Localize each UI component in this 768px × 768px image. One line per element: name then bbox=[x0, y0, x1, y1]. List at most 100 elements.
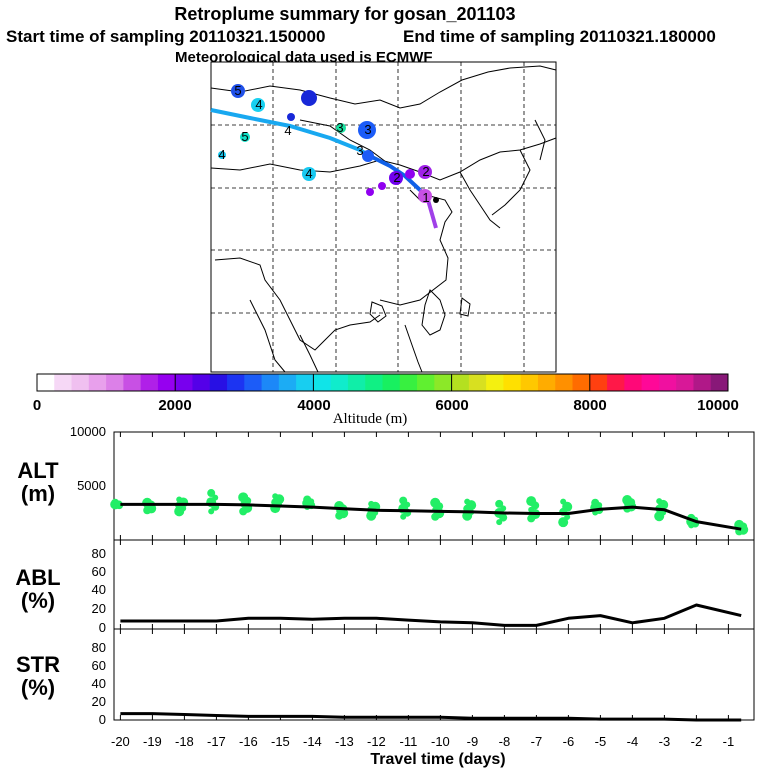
x-tick-label: -13 bbox=[335, 734, 354, 749]
alt-scatter-point bbox=[495, 499, 504, 508]
alt-scatter-point bbox=[238, 492, 249, 503]
x-tick-labels: -20 -19 -18 -17 -16 -15 -14 -13 -12 -11 -10 -9 -8 -7 -… bbox=[111, 734, 734, 749]
str-y-tick-label: 60 bbox=[92, 658, 106, 673]
trajectory-segment-mid bbox=[369, 154, 422, 192]
age-label: 1 bbox=[422, 190, 429, 205]
x-tick-label: -7 bbox=[531, 734, 543, 749]
str-line bbox=[120, 712, 742, 722]
plume-cluster-marker bbox=[362, 150, 374, 162]
trajectory-segment-early bbox=[210, 108, 372, 158]
map-panel: 5 4 5 4 4 4 3 3 3 2 2 1 bbox=[210, 61, 557, 373]
abl-panel-label: ABL bbox=[15, 565, 60, 590]
colorbar-swatch bbox=[71, 374, 90, 391]
x-tick-label: -18 bbox=[175, 734, 194, 749]
age-label: 5 bbox=[241, 129, 248, 144]
colorbar-title: Altitude (m) bbox=[333, 411, 408, 427]
colorbar-swatch bbox=[261, 374, 280, 391]
map-coastlines bbox=[210, 65, 557, 373]
map-trajectory bbox=[210, 84, 439, 229]
plume-cluster-marker bbox=[287, 113, 295, 121]
alt-scatter-point bbox=[591, 498, 600, 507]
colorbar-swatch bbox=[468, 374, 487, 391]
str-y-ticks: 80 60 40 20 0 bbox=[92, 640, 106, 727]
plume-cluster-marker bbox=[358, 121, 376, 139]
colorbar-swatch bbox=[676, 374, 694, 391]
colorbar-tick-label: 2000 bbox=[158, 397, 191, 414]
x-tick-label: -14 bbox=[303, 734, 322, 749]
alt-mean-line bbox=[120, 502, 742, 531]
alt-scatter-point bbox=[656, 498, 663, 505]
x-tick-label: -1 bbox=[723, 734, 735, 749]
alt-scatter-point bbox=[368, 500, 375, 507]
colorbar-swatch bbox=[330, 374, 349, 391]
str-y-tick-label: 80 bbox=[92, 640, 106, 655]
colorbar-tick-label: 8000 bbox=[573, 397, 606, 414]
colorbar-swatch bbox=[434, 374, 453, 391]
alt-y-tick-label: 5000 bbox=[77, 478, 106, 493]
str-y-tick-label: 40 bbox=[92, 676, 106, 691]
end-time-label: End time of sampling 20110321.180000 bbox=[403, 27, 716, 46]
plume-cluster-marker bbox=[389, 171, 403, 185]
alt-scatter-point bbox=[303, 495, 312, 504]
plume-cluster-marker bbox=[251, 98, 265, 112]
colorbar-swatch bbox=[451, 374, 470, 391]
x-tick-label: -3 bbox=[659, 734, 671, 749]
age-label: 2 bbox=[393, 170, 400, 185]
alt-scatter-point bbox=[464, 498, 471, 505]
colorbar-swatch bbox=[37, 374, 55, 391]
x-axis-title: Travel time (days) bbox=[370, 751, 505, 768]
colorbar-swatch bbox=[313, 374, 332, 391]
x-tick-label: -4 bbox=[627, 734, 639, 749]
alt-panel-label: ALT bbox=[17, 458, 59, 483]
x-tick-label: -16 bbox=[239, 734, 258, 749]
alt-y-ticks: 10000 5000 bbox=[70, 424, 106, 493]
colorbar-swatch bbox=[296, 374, 314, 391]
colorbar-swatch bbox=[278, 374, 297, 391]
x-tick-label: -11 bbox=[399, 734, 417, 749]
alt-panel-frame bbox=[113, 431, 755, 541]
age-label: 3 bbox=[364, 122, 371, 137]
age-label: 3 bbox=[356, 143, 363, 158]
colorbar-swatch bbox=[399, 374, 418, 391]
abl-y-tick-label: 60 bbox=[92, 564, 106, 579]
alt-scatter-point bbox=[430, 497, 441, 508]
colorbar-tick-label: 4000 bbox=[297, 397, 330, 414]
colorbar-swatch bbox=[227, 374, 245, 391]
abl-y-ticks: 80 60 40 20 0 bbox=[92, 546, 106, 635]
age-label: 4 bbox=[218, 147, 225, 162]
alt-scatter-point bbox=[111, 498, 120, 507]
colorbar-swatch bbox=[555, 374, 574, 391]
alt-scatter-point bbox=[526, 496, 537, 507]
abl-y-tick-label: 0 bbox=[99, 620, 106, 635]
plume-cluster-marker bbox=[378, 182, 386, 190]
colorbar-swatch bbox=[417, 374, 435, 391]
abl-y-tick-label: 20 bbox=[92, 601, 106, 616]
plume-cluster-marker bbox=[301, 90, 317, 106]
colorbar-swatch bbox=[175, 374, 193, 391]
colorbar-ticks: 0 2000 4000 6000 8000 10000 bbox=[33, 397, 739, 414]
age-label: 5 bbox=[234, 83, 241, 98]
plume-cluster-marker bbox=[418, 189, 432, 203]
x-tick-label: -20 bbox=[111, 734, 130, 749]
colorbar-swatch bbox=[520, 374, 539, 391]
str-panel-label: STR bbox=[16, 652, 60, 677]
series-lines bbox=[120, 502, 742, 722]
colorbar-tick-label: 6000 bbox=[435, 397, 468, 414]
x-tick-label: -15 bbox=[271, 734, 290, 749]
alt-scatter-point bbox=[562, 501, 573, 512]
colorbar-swatch bbox=[209, 374, 228, 391]
colorbar-tick-label: 0 bbox=[33, 397, 41, 414]
colorbar-swatch bbox=[140, 374, 159, 391]
colorbar-swatch bbox=[365, 374, 383, 391]
colorbar-swatch bbox=[624, 374, 643, 391]
colorbar-swatch bbox=[572, 374, 591, 391]
alt-scatter-point bbox=[176, 496, 183, 503]
plume-cluster-marker bbox=[336, 123, 346, 133]
start-time-label: Start time of sampling 20110321.150000 bbox=[6, 27, 325, 46]
colorbar-swatch bbox=[641, 374, 660, 391]
map-gridlines bbox=[211, 62, 556, 372]
colorbar-swatch bbox=[693, 374, 712, 391]
abl-y-tick-label: 40 bbox=[92, 582, 106, 597]
str-panel-unit: (%) bbox=[21, 675, 55, 700]
alt-scatter-point bbox=[564, 514, 571, 521]
